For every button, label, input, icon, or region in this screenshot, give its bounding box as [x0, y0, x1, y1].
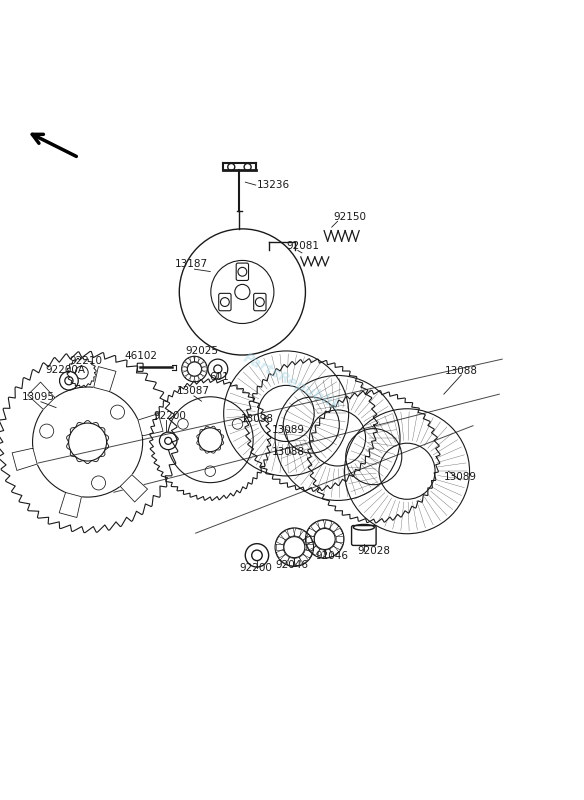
FancyBboxPatch shape: [219, 294, 231, 310]
Text: 13098: 13098: [241, 414, 274, 424]
Text: 92046: 92046: [276, 560, 309, 570]
Text: 13088: 13088: [445, 366, 478, 376]
Circle shape: [245, 544, 269, 567]
Polygon shape: [138, 414, 163, 436]
Text: 92200: 92200: [239, 562, 272, 573]
FancyBboxPatch shape: [352, 526, 376, 546]
Text: 92081: 92081: [286, 242, 319, 251]
Text: 92210: 92210: [69, 356, 102, 366]
Text: 13236: 13236: [257, 180, 290, 190]
Circle shape: [60, 371, 78, 390]
Circle shape: [208, 359, 228, 379]
Text: 13089: 13089: [444, 472, 477, 482]
FancyBboxPatch shape: [137, 363, 143, 371]
Text: PartsRepublik: PartsRepublik: [241, 351, 343, 414]
Text: 13095: 13095: [22, 392, 55, 402]
Polygon shape: [59, 493, 81, 518]
FancyBboxPatch shape: [236, 263, 249, 281]
Polygon shape: [27, 382, 55, 410]
Text: 46102: 46102: [124, 350, 158, 361]
Polygon shape: [94, 366, 116, 392]
Circle shape: [159, 432, 177, 450]
Text: 92200: 92200: [153, 410, 186, 421]
Text: 13087: 13087: [177, 386, 210, 396]
Text: 601: 601: [209, 372, 229, 382]
Text: 13088: 13088: [272, 447, 305, 458]
Text: 13089: 13089: [272, 425, 305, 434]
Text: 13187: 13187: [175, 259, 208, 270]
FancyBboxPatch shape: [253, 294, 266, 310]
Polygon shape: [12, 448, 37, 470]
Text: 92028: 92028: [357, 546, 391, 555]
Polygon shape: [120, 474, 148, 502]
Text: 92046: 92046: [315, 551, 349, 561]
Text: 92025: 92025: [186, 346, 219, 357]
Text: 92150: 92150: [333, 212, 366, 222]
Text: 92200A: 92200A: [45, 365, 85, 374]
